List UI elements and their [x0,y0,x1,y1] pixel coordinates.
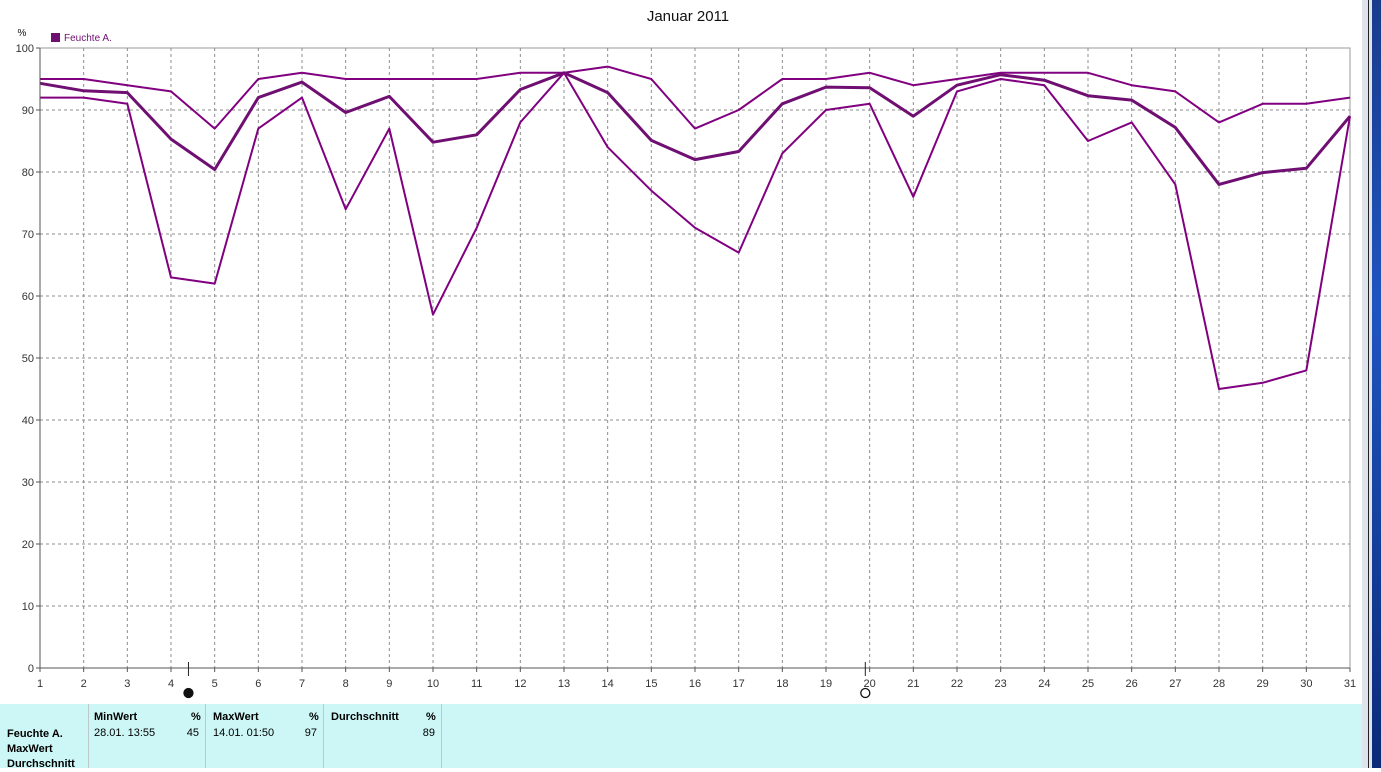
x-tick-label: 12 [514,678,526,690]
x-tick-label: 6 [255,678,261,690]
stats-col-max: MaxWert % 14.01. 01:50 97 [205,704,323,768]
y-tick-label: 70 [22,229,34,241]
x-tick-label: 14 [602,678,614,690]
x-tick-label: 4 [168,678,174,690]
x-tick-label: 30 [1300,678,1312,690]
x-tick-label: 5 [212,678,218,690]
stats-row-label: MaxWert [7,743,53,755]
x-tick-label: 19 [820,678,832,690]
y-tick-label: 50 [22,353,34,365]
stats-time: 28.01. 13:55 [94,727,156,739]
open-circle-marker [860,687,871,699]
x-tick-label: 25 [1082,678,1094,690]
stats-col-avg: Durchschnitt % 89 [323,704,441,768]
legend-swatch [51,33,60,42]
y-tick-label: 100 [16,43,34,55]
x-tick-label: 28 [1213,678,1225,690]
statistics-panel: Feuchte A. MaxWert Durchschnitt MinWert … [0,704,1362,770]
x-tick-label: 26 [1126,678,1138,690]
stats-col-header: MinWert [94,711,138,723]
x-tick-label: 2 [81,678,87,690]
y-tick-label: 40 [22,415,34,427]
stats-time: 14.01. 01:50 [213,727,275,739]
x-tick-label: 11 [471,678,482,690]
x-tick-label: 13 [558,678,570,690]
stats-col-unit: % [191,711,201,723]
x-tick-label: 10 [427,678,439,690]
stats-col-header: MaxWert [213,711,259,723]
series-line-1 [40,65,1351,130]
filled-circle-marker [183,687,194,699]
x-tick-label: 1 [37,678,43,690]
y-tick-label: 90 [22,105,34,117]
x-tick-label: 8 [343,678,349,690]
x-tick-label: 27 [1169,678,1181,690]
x-tick-label: 15 [645,678,657,690]
x-tick-label: 31 [1344,678,1356,690]
x-tick-label: 9 [386,678,392,690]
x-tick-label: 18 [776,678,788,690]
y-tick-label: 20 [22,539,34,551]
stats-col-unit: % [309,711,319,723]
stats-value: 89 [422,727,435,739]
chart-title: Januar 2011 [647,8,729,25]
legend-label: Feuchte A. [64,33,112,44]
stats-value: 45 [186,727,199,739]
x-tick-label: 21 [907,678,919,690]
x-tick-label: 24 [1038,678,1050,690]
stats-row-label: Feuchte A. [7,728,63,740]
stats-value: 97 [304,727,317,739]
stats-col-unit: % [426,711,436,723]
x-tick-label: 22 [951,678,963,690]
right-window-edge [1362,0,1381,768]
y-tick-label: 80 [22,167,34,179]
y-tick-label: 60 [22,291,34,303]
stats-row-labels: Feuchte A. MaxWert Durchschnitt [7,727,75,772]
y-tick-label: 10 [22,601,34,613]
x-tick-label: 16 [689,678,701,690]
stats-col-min: MinWert % 28.01. 13:55 45 [88,704,205,768]
x-tick-label: 3 [124,678,130,690]
chart: Januar 2011 % Feuchte A. 0 10 20 30 40 50 60 70… [16,8,1356,699]
series-line-2 [39,71,1352,186]
stats-row-label: Durchschnitt [7,758,75,770]
y-tick-label: 0 [28,663,34,675]
stats-col-header: Durchschnitt [331,711,399,723]
x-tick-label: 29 [1257,678,1269,690]
x-tick-label: 23 [995,678,1007,690]
y-axis-unit: % [18,28,27,39]
x-tick-label: 7 [299,678,305,690]
x-tick-label: 20 [864,678,876,690]
y-tick-label: 30 [22,477,34,489]
x-tick-label: 17 [733,678,745,690]
series-line-3 [40,71,1351,390]
